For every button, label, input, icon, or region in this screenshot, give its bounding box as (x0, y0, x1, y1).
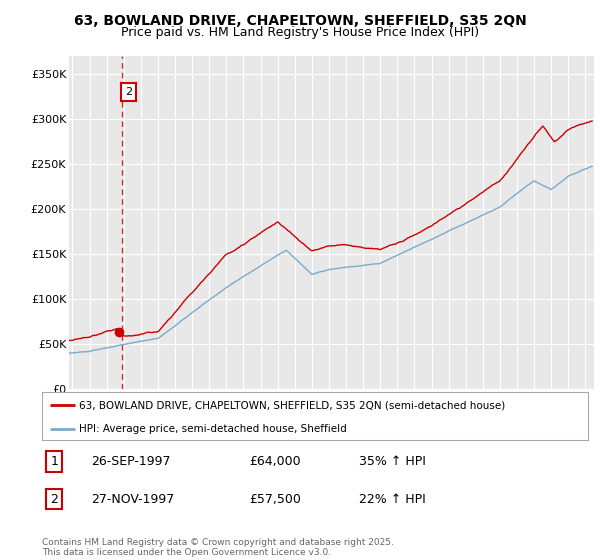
Text: 26-SEP-1997: 26-SEP-1997 (91, 455, 170, 468)
Text: Price paid vs. HM Land Registry's House Price Index (HPI): Price paid vs. HM Land Registry's House … (121, 26, 479, 39)
Text: 1: 1 (50, 455, 58, 468)
Text: 63, BOWLAND DRIVE, CHAPELTOWN, SHEFFIELD, S35 2QN (semi-detached house): 63, BOWLAND DRIVE, CHAPELTOWN, SHEFFIELD… (79, 400, 505, 410)
Text: HPI: Average price, semi-detached house, Sheffield: HPI: Average price, semi-detached house,… (79, 424, 347, 434)
Text: 27-NOV-1997: 27-NOV-1997 (91, 493, 175, 506)
Text: 35% ↑ HPI: 35% ↑ HPI (359, 455, 425, 468)
Text: £64,000: £64,000 (250, 455, 301, 468)
Text: 63, BOWLAND DRIVE, CHAPELTOWN, SHEFFIELD, S35 2QN: 63, BOWLAND DRIVE, CHAPELTOWN, SHEFFIELD… (74, 14, 526, 28)
Text: Contains HM Land Registry data © Crown copyright and database right 2025.
This d: Contains HM Land Registry data © Crown c… (42, 538, 394, 557)
Text: £57,500: £57,500 (250, 493, 301, 506)
Text: 22% ↑ HPI: 22% ↑ HPI (359, 493, 425, 506)
Text: 2: 2 (125, 87, 132, 97)
Text: 2: 2 (50, 493, 58, 506)
